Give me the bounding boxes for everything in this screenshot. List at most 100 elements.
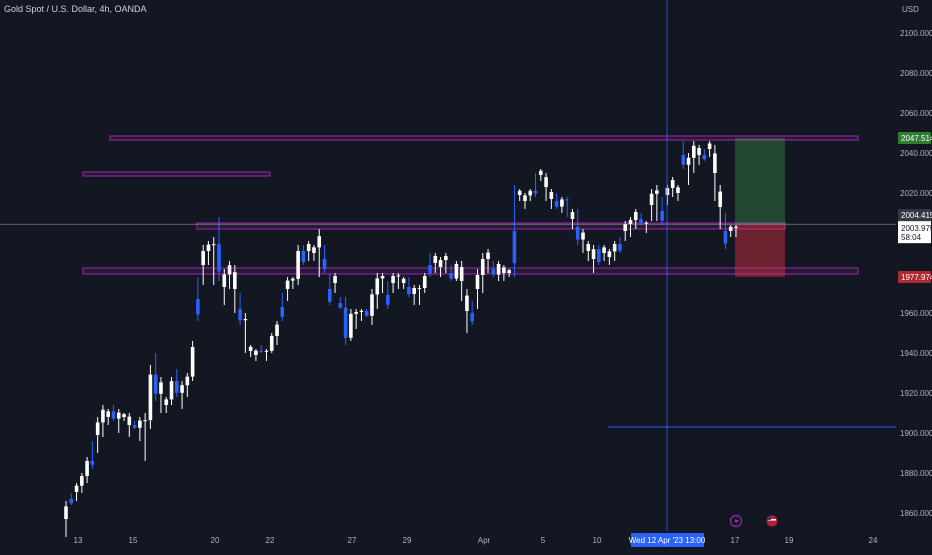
candle-body [301, 251, 306, 262]
candle [386, 281, 390, 309]
candle [665, 185, 670, 205]
candle-body [264, 350, 269, 352]
price-tick-label: 2100.000 [900, 29, 932, 38]
candle-body [74, 485, 79, 492]
candle-body [438, 260, 443, 267]
candle-body [528, 190, 533, 196]
time-tick-label: 17 [731, 536, 740, 545]
axes-layer: USD 2100.000 2080.000 2060.000 2040.000 2020.… [74, 5, 932, 547]
candle [333, 273, 337, 293]
candle [285, 277, 290, 301]
candle-body [254, 350, 258, 355]
candle [581, 229, 585, 253]
stop-price-label: 1977.974 [898, 271, 932, 284]
time-tick-label: 5 [541, 536, 546, 545]
price-tick-label: 1960.000 [900, 309, 932, 318]
candle [686, 153, 691, 185]
price-tick-label: 1900.000 [900, 429, 932, 438]
candle [707, 141, 712, 157]
crosshair-time-text: Wed 12 Apr '23 13:00 [629, 536, 706, 545]
candle-body [686, 157, 691, 165]
zone-rectangle [82, 267, 859, 275]
price-tick-label: 2020.000 [900, 189, 932, 198]
crosshair-time-bg [631, 533, 704, 547]
candle-body [153, 374, 158, 394]
candle-body [391, 276, 395, 283]
candle [633, 209, 638, 229]
candle-body [480, 259, 485, 275]
candle-body [407, 287, 411, 294]
time-tick-label: 10 [593, 536, 602, 545]
candle-body [602, 247, 606, 253]
candle-body [401, 278, 406, 283]
candle [269, 333, 274, 353]
candle [354, 309, 358, 329]
candle [85, 457, 89, 483]
time-tick-label: 27 [348, 536, 357, 545]
candle [728, 225, 733, 237]
last-price-bg [898, 221, 931, 244]
candle-body [422, 276, 427, 288]
candle-body [174, 381, 179, 393]
candle-body [723, 231, 728, 244]
candle-body [475, 275, 480, 289]
candle [507, 269, 511, 277]
long-position-tool[interactable] [735, 137, 785, 278]
flag-icon-stripe [768, 519, 776, 521]
candle-body [248, 346, 253, 351]
candle [180, 381, 184, 409]
candle [565, 197, 569, 217]
candle [164, 397, 169, 413]
candle [280, 293, 285, 321]
candle-body [364, 310, 369, 316]
candle-body [306, 244, 311, 251]
stop-price-label-bg [898, 271, 931, 284]
candle [412, 285, 416, 305]
candle-body [633, 212, 638, 220]
candle [143, 413, 147, 461]
candle [243, 313, 248, 353]
time-tick-label: 13 [74, 536, 83, 545]
candle [338, 297, 343, 309]
candle-body [164, 399, 169, 405]
candle [660, 197, 664, 225]
candle [122, 413, 126, 421]
candle-body [570, 212, 575, 219]
candle-body [586, 244, 591, 251]
lightning-icon-bolt [734, 517, 739, 526]
candle [116, 409, 121, 433]
candle [691, 141, 696, 173]
candle [480, 253, 485, 293]
candle [370, 289, 374, 325]
candle-body [370, 294, 374, 316]
candle-body [623, 224, 628, 231]
candle [697, 145, 701, 165]
candle-body [644, 222, 649, 224]
candle [523, 193, 527, 209]
candle-body [90, 460, 95, 465]
candle [612, 241, 617, 261]
target-price-label-text: 2047.514 [901, 134, 932, 143]
candle [222, 269, 227, 305]
candle [238, 293, 242, 325]
candle-body [639, 219, 643, 224]
candle-body [612, 244, 617, 252]
candle-body [496, 264, 501, 275]
candle-body [707, 143, 712, 149]
candle-body [386, 295, 390, 305]
time-tick-label: 20 [211, 536, 220, 545]
candle [217, 217, 221, 281]
candle-body [196, 299, 200, 315]
candle-body [349, 313, 353, 338]
current-price-text: 2004.415 [901, 211, 932, 220]
last-price-text: 2003.975 [901, 224, 932, 233]
stop-zone [735, 224, 785, 278]
candle [90, 441, 95, 469]
candle [681, 141, 686, 169]
candle [74, 483, 79, 501]
candle-body [233, 272, 237, 289]
candle [618, 237, 622, 253]
candle-body [444, 256, 448, 260]
